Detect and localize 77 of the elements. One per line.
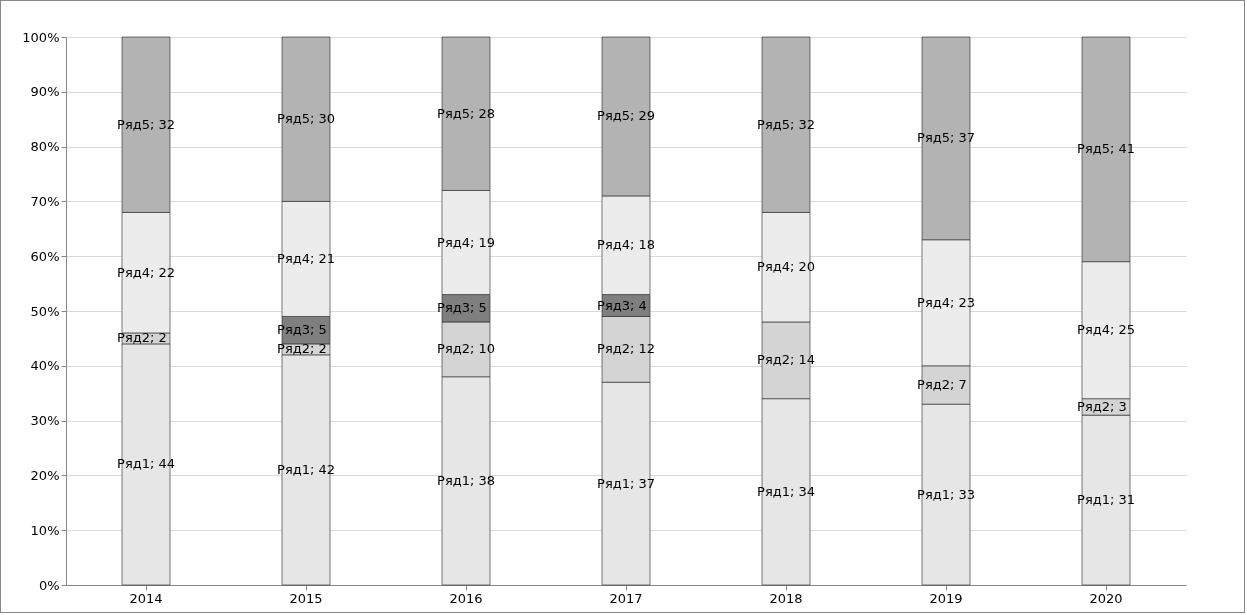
text: Ряд5 (1077, 141, 1110, 157)
text: Ряд5 (917, 130, 950, 146)
x-tick-label: 2019 (929, 590, 963, 606)
y-tick-label: 50% (30, 303, 60, 319)
y-tick-label: 80% (30, 139, 60, 155)
text: Ряд1 (437, 472, 470, 488)
data-label: ; 42 (310, 461, 336, 477)
data-label: ; 25 (1110, 322, 1136, 338)
text: Ряд2 (757, 352, 790, 368)
text: Ряд1 (117, 456, 150, 472)
text: Ряд2 (437, 341, 470, 357)
data-label: ; 7 (950, 376, 967, 392)
data-label: ; 14 (790, 352, 816, 368)
data-label: ; 23 (950, 294, 976, 310)
text: Ряд5 (117, 116, 150, 132)
text: Ряд2 (917, 376, 950, 392)
data-label: ; 29 (630, 108, 656, 124)
data-label: ; 4 (630, 297, 647, 313)
data-label: ; 28 (470, 105, 496, 121)
data-label: ; 37 (950, 130, 976, 146)
data-label: ; 37 (630, 475, 656, 491)
data-label: ; 5 (470, 300, 487, 316)
text: Ряд2 (117, 330, 150, 346)
y-tick-label: 90% (30, 84, 60, 100)
data-label: ; 5 (310, 322, 327, 338)
data-label: ; 2 (150, 330, 167, 346)
y-tick-label: 10% (30, 522, 60, 538)
data-label: ; 2 (310, 341, 327, 357)
data-label: ; 19 (470, 234, 496, 250)
text: Ряд4 (757, 259, 790, 275)
x-tick-label: 2018 (769, 590, 803, 606)
data-label: ; 32 (790, 116, 816, 132)
y-tick-label: 40% (30, 358, 60, 374)
x-tick-label: 2015 (289, 590, 323, 606)
data-label: ; 38 (470, 472, 496, 488)
data-label: ; 30 (310, 111, 336, 127)
text: Ряд1 (917, 486, 950, 502)
data-label: ; 32 (150, 116, 176, 132)
text: Ряд4 (277, 250, 310, 266)
text: Ряд4 (1077, 322, 1110, 338)
text: Ряд1 (1077, 492, 1110, 508)
text: Ряд4 (437, 234, 470, 250)
text: Ряд5 (437, 105, 470, 121)
data-label: ; 10 (470, 341, 496, 357)
x-tick-label: 2020 (1089, 590, 1123, 606)
data-label: ; 44 (150, 456, 176, 472)
series-label: Ряд1 (597, 475, 630, 491)
text: Ряд5 (757, 116, 790, 132)
x-tick-label: 2014 (129, 590, 163, 606)
series-label: Ряд4 (597, 237, 630, 253)
y-tick-label: 20% (30, 467, 60, 483)
text: Ряд2 (277, 341, 310, 357)
text: Ряд4 (117, 264, 150, 280)
data-label: ; 21 (310, 250, 336, 266)
x-tick-label: 2017 (609, 590, 643, 606)
text: Ряд5 (277, 111, 310, 127)
y-tick-label: 100% (22, 29, 60, 45)
y-tick-label: 60% (30, 248, 60, 264)
data-label: ; 34 (790, 483, 816, 499)
data-label: ; 41 (1110, 141, 1136, 157)
data-label: ; 22 (150, 264, 176, 280)
y-tick-label: 0% (38, 577, 60, 593)
y-tick-label: 30% (30, 413, 60, 429)
data-label: ; 20 (790, 259, 816, 275)
x-tick-label: 2016 (449, 590, 483, 606)
data-label: ; 12 (630, 341, 656, 357)
series-label: Ряд2 (1077, 398, 1110, 414)
text: Ряд1 (757, 483, 790, 499)
data-label: ; 18 (630, 237, 656, 253)
y-tick-label: 70% (30, 193, 60, 209)
text: Ряд4 (917, 294, 950, 310)
text: Ряд1 (277, 461, 310, 477)
data-label: ; 31 (1110, 492, 1136, 508)
text: Ряд2 (597, 341, 630, 357)
data-label: ; 3 (1110, 398, 1127, 414)
data-label: ; 33 (950, 486, 976, 502)
series-label: Ряд5 (597, 108, 630, 124)
